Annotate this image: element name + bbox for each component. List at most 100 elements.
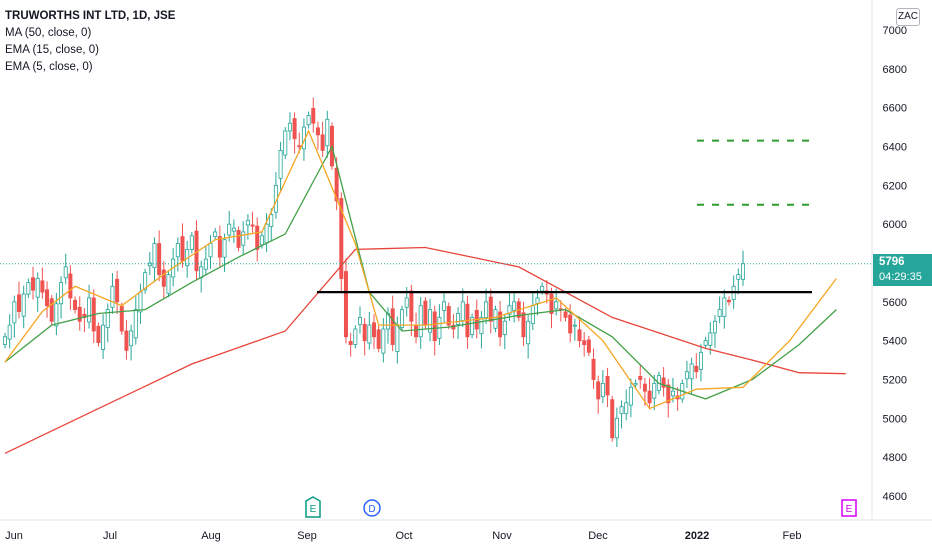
event-label: E (310, 504, 317, 515)
y-tick-label: 5600 (883, 297, 907, 309)
candle-body (222, 239, 227, 258)
candle-body (119, 306, 124, 332)
y-tick-label: 4800 (883, 452, 907, 464)
earnings-icon (841, 499, 857, 517)
candle-body (479, 316, 484, 335)
earnings-icon (305, 496, 321, 518)
currency-badge[interactable]: ZAC (896, 8, 920, 26)
candle-body (600, 382, 605, 397)
candle-body (428, 309, 433, 333)
candle-body (442, 301, 447, 311)
candle-body (339, 198, 344, 279)
indicator-ma50-label[interactable]: MA (50, close, 0) (5, 27, 92, 39)
candle-body (605, 375, 610, 396)
candle-body (395, 324, 400, 352)
candle-body (105, 309, 110, 328)
candle-body (591, 358, 596, 380)
candle-body (115, 278, 120, 303)
candle-body (498, 311, 503, 338)
candle-body (87, 297, 92, 323)
candle-body (161, 269, 166, 287)
candle-body (12, 301, 17, 324)
candle-body (418, 305, 423, 338)
indicator-ema5-label[interactable]: EMA (5, close, 0) (5, 61, 93, 73)
candle-body (31, 277, 36, 291)
candle-body (63, 266, 68, 279)
event-label: D (368, 504, 375, 515)
candle-body (143, 272, 148, 291)
candle-body (49, 298, 54, 322)
x-tick-label: Oct (395, 530, 412, 542)
candle-body (297, 145, 302, 148)
x-tick-label: Feb (783, 530, 802, 542)
x-tick-label: 2022 (685, 530, 709, 542)
candle-body (684, 371, 689, 380)
event-label: E (846, 504, 853, 515)
dividend-marker[interactable]: D (363, 499, 381, 517)
candle-body (367, 324, 372, 344)
y-tick-label: 6400 (883, 142, 907, 154)
candle-body (311, 108, 316, 124)
candle-body (264, 223, 269, 244)
candle-body (736, 274, 741, 280)
y-tick-label: 6200 (883, 180, 907, 192)
candle-body (642, 383, 647, 392)
candle-body (404, 297, 409, 308)
candle-body (124, 330, 129, 351)
candle-body (484, 301, 489, 318)
candle-body (624, 402, 629, 415)
candle-body (596, 381, 601, 400)
candle-body (409, 290, 414, 322)
candle-body (666, 384, 671, 404)
candle-body (726, 299, 731, 303)
candle-body (390, 308, 395, 345)
candle-body (549, 293, 554, 314)
candle-body (166, 274, 171, 294)
candle-body (40, 280, 45, 293)
symbol-title[interactable]: TRUWORTHS INT LTD, 1D, JSE (5, 10, 176, 22)
candle-body (7, 324, 12, 340)
candle-body (376, 329, 381, 349)
y-tick-label: 5400 (883, 336, 907, 348)
candles-group (3, 97, 746, 448)
ema15-line (4, 144, 837, 400)
candle-body (586, 339, 591, 353)
candle-body (381, 328, 386, 354)
candle-body (68, 273, 73, 299)
candle-body (488, 296, 493, 322)
candle-body (213, 231, 218, 237)
candle-body (460, 301, 465, 321)
candle-body (722, 297, 727, 317)
candle-body (73, 299, 78, 310)
candle-body (526, 320, 531, 345)
candle-body (357, 316, 362, 325)
candle-body (741, 263, 746, 280)
x-tick-label: Sep (297, 530, 317, 542)
candle-body (717, 309, 722, 317)
y-tick-label: 6000 (883, 219, 907, 231)
candle-body (101, 324, 106, 350)
candle-body (628, 386, 633, 406)
candle-body (35, 278, 40, 298)
candle-body (638, 375, 643, 380)
candle-body (540, 285, 545, 292)
last-price: 5796 (879, 256, 905, 268)
candle-body (703, 340, 708, 346)
candle-body (110, 285, 115, 308)
candle-body (236, 229, 241, 248)
indicator-ema15-label[interactable]: EMA (15, close, 0) (5, 44, 99, 56)
candle-body (227, 223, 232, 236)
candle-body (241, 231, 246, 246)
candle-body (334, 167, 339, 202)
candle-body (712, 320, 717, 334)
dividend-icon (363, 499, 381, 517)
candle-body (577, 329, 582, 342)
earnings-marker-2[interactable]: E (841, 499, 857, 517)
candle-body (343, 271, 348, 338)
candle-body (152, 243, 157, 269)
candle-body (512, 301, 517, 311)
earnings-marker-1[interactable]: E (305, 496, 321, 518)
candle-body (507, 305, 512, 315)
chart-legend: TRUWORTHS INT LTD, 1D, JSE MA (50, close… (5, 8, 175, 76)
